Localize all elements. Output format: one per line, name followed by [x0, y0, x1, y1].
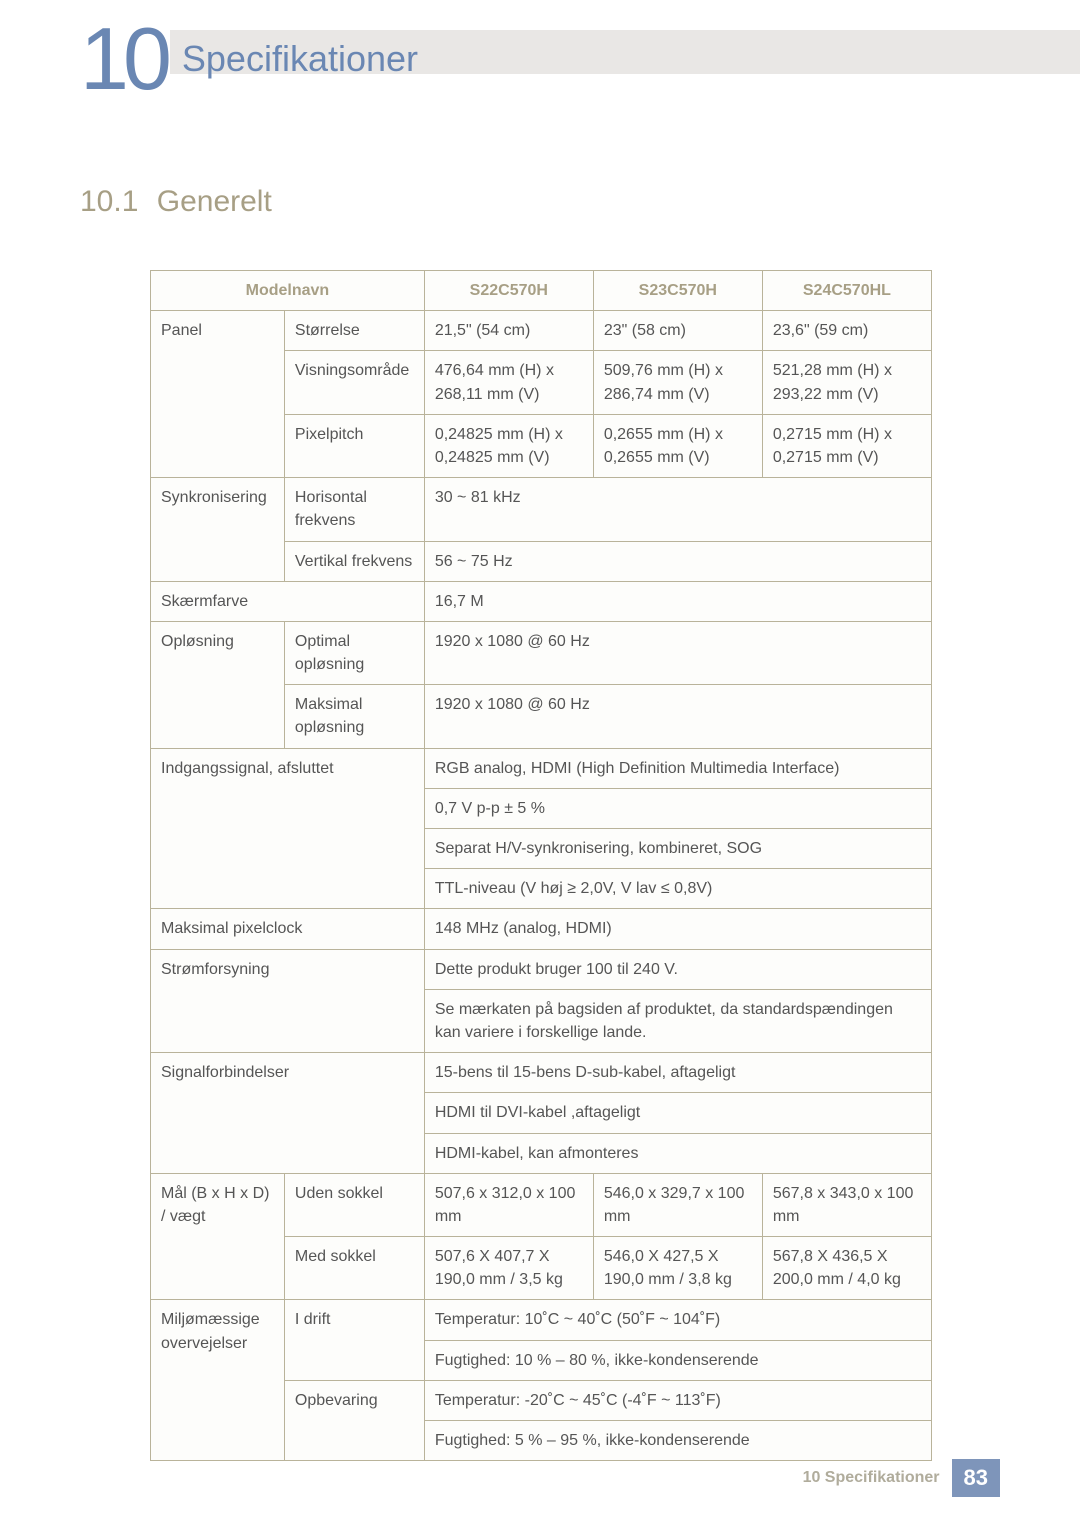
cell-maxres: 1920 x 1080 @ 60 Hz — [424, 685, 931, 748]
cell-color-label: Skærmfarve — [151, 581, 425, 621]
cell-hfreq-label: Horisontal frekvens — [284, 478, 424, 541]
cell-size-m2: 23" (58 cm) — [593, 311, 762, 351]
cell-stand-m1: 507,6 X 407,7 X 190,0 mm / 3,5 kg — [424, 1237, 593, 1300]
cell-signal2: HDMI til DVI-kabel ,aftageligt — [424, 1093, 931, 1133]
cell-dim-label: Mål (B x H x D) / vægt — [151, 1173, 285, 1300]
header-model3: S24C570HL — [762, 271, 931, 311]
cell-stand-label: Med sokkel — [284, 1237, 424, 1300]
header-modelnavn: Modelnavn — [151, 271, 425, 311]
cell-display-m1: 476,64 mm (H) x 268,11 mm (V) — [424, 351, 593, 414]
cell-display-m2: 509,76 mm (H) x 286,74 mm (V) — [593, 351, 762, 414]
table-row: Opløsning Optimal opløsning 1920 x 1080 … — [151, 621, 932, 684]
cell-optres-label: Optimal opløsning — [284, 621, 424, 684]
cell-res: Opløsning — [151, 621, 285, 748]
chapter-title: Specifikationer — [182, 38, 418, 80]
footer-label: 10 Specifikationer — [803, 1469, 940, 1487]
table-row: Miljømæssige overvejelser I drift Temper… — [151, 1300, 932, 1340]
cell-sync: Synkronisering — [151, 478, 285, 582]
cell-stor-label: Opbevaring — [284, 1380, 424, 1460]
section-number: 10.1 — [80, 185, 138, 218]
cell-optres: 1920 x 1080 @ 60 Hz — [424, 621, 931, 684]
table-row: Mål (B x H x D) / vægt Uden sokkel 507,6… — [151, 1173, 932, 1236]
chapter-number: 10 — [80, 8, 166, 110]
cell-env-label: Miljømæssige overvejelser — [151, 1300, 285, 1461]
cell-nostand-m1: 507,6 x 312,0 x 100 mm — [424, 1173, 593, 1236]
cell-input-label: Indgangssignal, afsluttet — [151, 748, 425, 909]
cell-size-label: Størrelse — [284, 311, 424, 351]
cell-color: 16,7 M — [424, 581, 931, 621]
page-footer: 10 Specifikationer 83 — [803, 1459, 1000, 1497]
cell-display-m3: 521,28 mm (H) x 293,22 mm (V) — [762, 351, 931, 414]
footer-page-number: 83 — [952, 1459, 1000, 1497]
table-row: Synkronisering Horisontal frekvens 30 ~ … — [151, 478, 932, 541]
cell-signal1: 15-bens til 15-bens D-sub-kabel, aftagel… — [424, 1053, 931, 1093]
cell-pixel-m2: 0,2655 mm (H) x 0,2655 mm (V) — [593, 414, 762, 477]
section-name: Generelt — [157, 185, 272, 218]
cell-power2: Se mærkaten på bagsiden af produktet, da… — [424, 989, 931, 1052]
table-header-row: Modelnavn S22C570H S23C570H S24C570HL — [151, 271, 932, 311]
cell-nostand-m3: 567,8 x 343,0 x 100 mm — [762, 1173, 931, 1236]
cell-hfreq: 30 ~ 81 kHz — [424, 478, 931, 541]
cell-pixclock: 148 MHz (analog, HDMI) — [424, 909, 931, 949]
cell-power-label: Strømforsyning — [151, 949, 425, 1053]
table-row: Maksimal pixelclock 148 MHz (analog, HDM… — [151, 909, 932, 949]
cell-nostand-label: Uden sokkel — [284, 1173, 424, 1236]
cell-input2: 0,7 V p-p ± 5 % — [424, 788, 931, 828]
chapter-header: 10 Specifikationer — [80, 8, 418, 110]
table-row: Strømforsyning Dette produkt bruger 100 … — [151, 949, 932, 989]
cell-stand-m3: 567,8 X 436,5 X 200,0 mm / 4,0 kg — [762, 1237, 931, 1300]
cell-vfreq-label: Vertikal frekvens — [284, 541, 424, 581]
cell-input1: RGB analog, HDMI (High Definition Multim… — [424, 748, 931, 788]
header-model1: S22C570H — [424, 271, 593, 311]
table-row: Indgangssignal, afsluttet RGB analog, HD… — [151, 748, 932, 788]
cell-size-m3: 23,6" (59 cm) — [762, 311, 931, 351]
header-model2: S23C570H — [593, 271, 762, 311]
spec-table: Modelnavn S22C570H S23C570H S24C570HL Pa… — [150, 270, 932, 1461]
cell-oper-label: I drift — [284, 1300, 424, 1380]
cell-pixel-label: Pixelpitch — [284, 414, 424, 477]
cell-input4: TTL-niveau (V høj ≥ 2,0V, V lav ≤ 0,8V) — [424, 869, 931, 909]
table-row: Panel Størrelse 21,5" (54 cm) 23" (58 cm… — [151, 311, 932, 351]
section-title: 10.1 Generelt — [80, 185, 272, 219]
cell-panel: Panel — [151, 311, 285, 478]
table-row: Skærmfarve 16,7 M — [151, 581, 932, 621]
cell-maxres-label: Maksimal opløsning — [284, 685, 424, 748]
cell-signal3: HDMI-kabel, kan afmonteres — [424, 1133, 931, 1173]
cell-power1: Dette produkt bruger 100 til 240 V. — [424, 949, 931, 989]
cell-pixclock-label: Maksimal pixelclock — [151, 909, 425, 949]
table-row: Signalforbindelser 15-bens til 15-bens D… — [151, 1053, 932, 1093]
cell-input3: Separat H/V-synkronisering, kombineret, … — [424, 829, 931, 869]
cell-size-m1: 21,5" (54 cm) — [424, 311, 593, 351]
cell-pixel-m3: 0,2715 mm (H) x 0,2715 mm (V) — [762, 414, 931, 477]
cell-stor1: Temperatur: -20˚C ~ 45˚C (-4˚F ~ 113˚F) — [424, 1380, 931, 1420]
cell-stor2: Fugtighed: 5 % – 95 %, ikke-kondenserend… — [424, 1421, 931, 1461]
cell-display-label: Visningsområde — [284, 351, 424, 414]
cell-oper1: Temperatur: 10˚C ~ 40˚C (50˚F ~ 104˚F) — [424, 1300, 931, 1340]
cell-stand-m2: 546,0 X 427,5 X 190,0 mm / 3,8 kg — [593, 1237, 762, 1300]
cell-vfreq: 56 ~ 75 Hz — [424, 541, 931, 581]
cell-oper2: Fugtighed: 10 % – 80 %, ikke-kondenseren… — [424, 1340, 931, 1380]
cell-pixel-m1: 0,24825 mm (H) x 0,24825 mm (V) — [424, 414, 593, 477]
cell-nostand-m2: 546,0 x 329,7 x 100 mm — [593, 1173, 762, 1236]
cell-signal-label: Signalforbindelser — [151, 1053, 425, 1174]
